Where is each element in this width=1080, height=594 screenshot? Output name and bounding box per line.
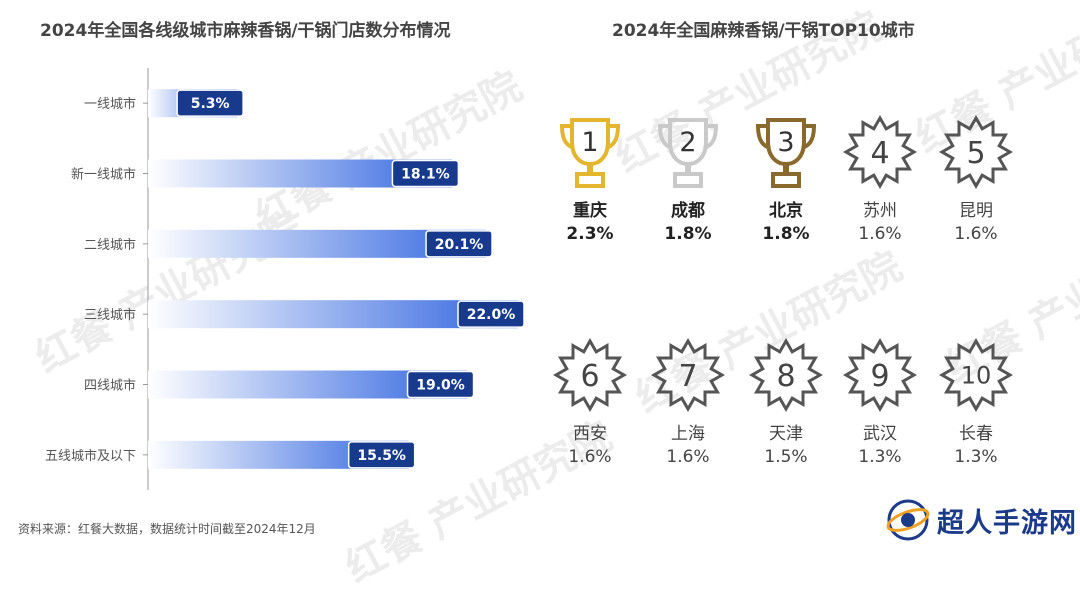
city-share: 1.6% [858, 224, 902, 244]
svg-text:1: 1 [581, 127, 598, 158]
rank-item: 6 西安 1.6% [544, 335, 636, 469]
source-note: 资料来源：红餐大数据，数据统计时间截至2024年12月 [18, 522, 316, 536]
badge-icon: 7 [642, 335, 734, 415]
value-label: 22.0% [467, 307, 516, 323]
city-name: 北京 [769, 201, 803, 221]
city-share: 1.8% [762, 224, 810, 244]
left-chart-title: 2024年全国各线级城市麻辣香锅/干锅门店数分布情况 [40, 21, 451, 41]
badge-icon: 9 [834, 335, 926, 415]
category-label: 二线城市 [84, 237, 136, 253]
city-share: 1.3% [858, 447, 902, 467]
value-label: 18.1% [401, 167, 450, 183]
city-share: 1.5% [764, 447, 808, 467]
value-label-box [457, 300, 525, 328]
city-name: 西安 [573, 424, 607, 444]
right-panel-title: 2024年全国麻辣香锅/干锅TOP10城市 [612, 21, 915, 41]
trophy-silver-icon: 2 [642, 112, 734, 192]
value-label-box [425, 230, 493, 258]
trophy-bronze-icon: 3 [740, 112, 832, 192]
rank-item: 7 上海 1.6% [642, 335, 734, 469]
rank-item: 2 成都 1.8% [642, 112, 734, 246]
value-label-box [347, 441, 416, 469]
city-share: 2.3% [566, 224, 614, 244]
badge-icon: 4 [834, 112, 926, 192]
city-name: 重庆 [573, 201, 607, 221]
rank-item: 5 昆明 1.6% [930, 112, 1022, 246]
category-label: 新一线城市 [71, 167, 136, 183]
rank-item: 8 天津 1.5% [740, 335, 832, 469]
svg-text:4: 4 [870, 136, 889, 171]
badge-icon: 5 [930, 112, 1022, 192]
city-name: 天津 [769, 424, 803, 444]
svg-text:9: 9 [870, 359, 889, 394]
city-name: 成都 [671, 201, 705, 221]
city-name: 苏州 [863, 201, 897, 221]
category-label: 四线城市 [84, 378, 136, 394]
city-share: 1.6% [954, 224, 998, 244]
svg-text:2: 2 [679, 127, 696, 158]
svg-text:5: 5 [966, 136, 985, 171]
trophy-gold-icon: 1 [544, 112, 636, 192]
category-label: 五线城市及以下 [45, 448, 136, 464]
svg-text:8: 8 [776, 359, 795, 394]
value-label-box [406, 370, 475, 399]
svg-text:10: 10 [961, 362, 992, 390]
city-name: 武汉 [863, 424, 897, 444]
city-name: 昆明 [959, 201, 993, 221]
city-share: 1.6% [666, 447, 710, 467]
category-label: 一线城市 [84, 96, 136, 112]
badge-icon: 8 [740, 335, 832, 415]
value-label-box [391, 159, 460, 188]
category-label: 三线城市 [84, 307, 136, 323]
city-name: 上海 [671, 424, 705, 444]
rank-item: 4 苏州 1.6% [834, 112, 926, 246]
bar [148, 300, 518, 329]
city-share: 1.8% [664, 224, 712, 244]
badge-icon: 6 [544, 335, 636, 415]
value-label-box [176, 89, 244, 117]
svg-text:6: 6 [580, 359, 599, 394]
city-share: 1.3% [954, 447, 998, 467]
logo-icon [886, 499, 930, 541]
site-logo: 超人手游网 [885, 495, 1077, 545]
rank-item: 3 北京 1.8% [740, 112, 832, 246]
value-label: 19.0% [416, 378, 465, 394]
value-label: 5.3% [191, 96, 230, 112]
city-name: 长春 [959, 424, 993, 444]
value-label: 15.5% [357, 448, 406, 464]
badge-icon: 10 [930, 335, 1022, 415]
svg-text:7: 7 [678, 359, 697, 394]
city-share: 1.6% [568, 447, 612, 467]
svg-text:3: 3 [777, 127, 794, 158]
bar-chart: 一线城市 5.3% 新一线城市 18.1% 二线城市 20.1% 三线城市 22.0% 四线城市… [45, 68, 525, 490]
rank-item: 1 重庆 2.3% [544, 112, 636, 246]
logo-text: 超人手游网 [937, 507, 1077, 539]
value-label: 20.1% [435, 237, 484, 253]
rank-item: 9 武汉 1.3% [834, 335, 926, 469]
rank-item: 10 长春 1.3% [930, 335, 1022, 469]
